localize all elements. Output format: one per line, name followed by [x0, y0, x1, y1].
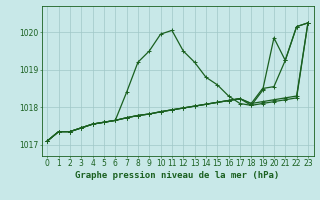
X-axis label: Graphe pression niveau de la mer (hPa): Graphe pression niveau de la mer (hPa)	[76, 171, 280, 180]
